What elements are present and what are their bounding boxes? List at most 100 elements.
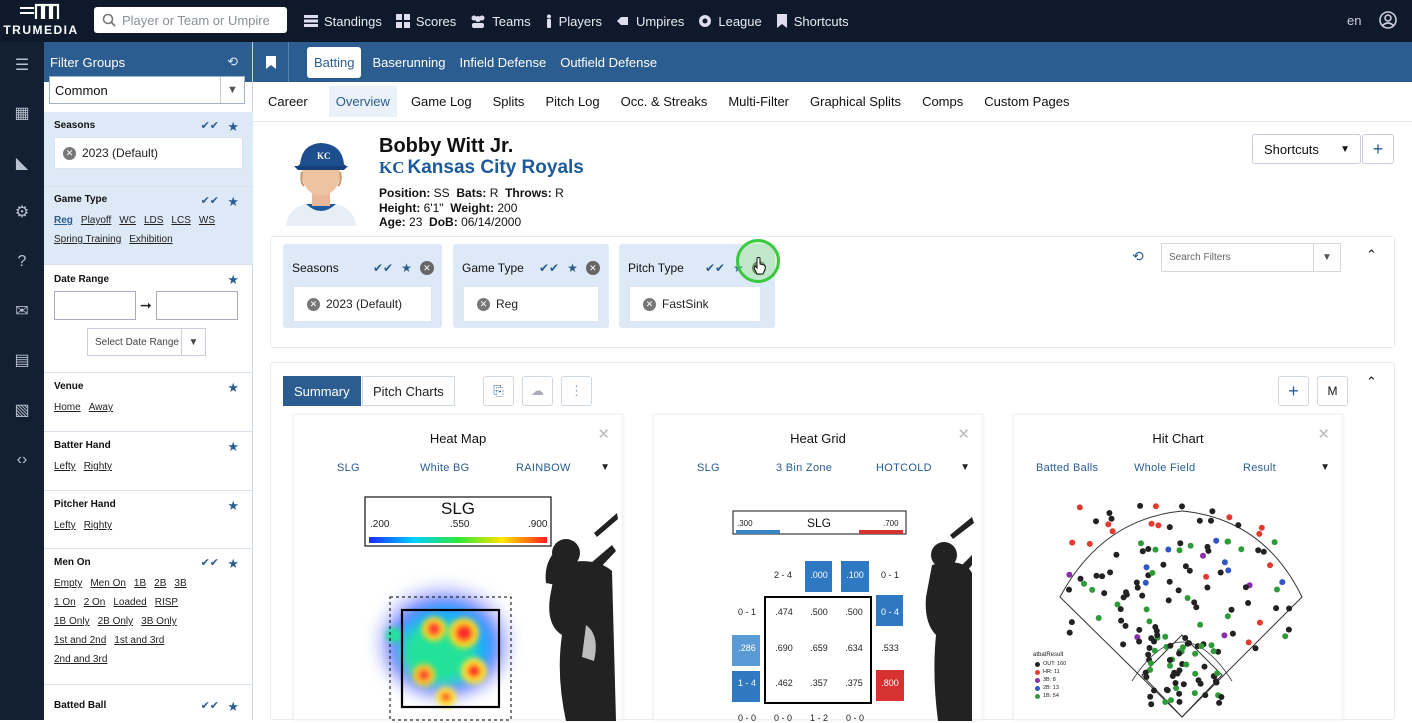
option-1-on[interactable]: 1 On [54, 597, 76, 608]
option-lds[interactable]: LDS [143, 215, 164, 226]
option-playoff[interactable]: Playoff [80, 215, 112, 226]
favorite-star-icon[interactable]: ★ [401, 261, 412, 275]
select-all-check-icon[interactable]: ✔✔ [200, 700, 219, 712]
select-all-check-icon[interactable]: ✔✔ [373, 261, 394, 275]
tab-custom-pages[interactable]: Custom Pages [984, 94, 1070, 109]
date-start-input[interactable] [54, 291, 136, 320]
nav-standings[interactable]: Standings [304, 14, 382, 29]
chevron-down-icon[interactable]: ▼ [600, 462, 610, 473]
nav-scores[interactable]: Scores [395, 14, 456, 29]
option-righty[interactable]: Righty [83, 461, 113, 472]
collapse-charts-icon[interactable]: ⌃ [1366, 374, 1377, 389]
tab-occ-streaks[interactable]: Occ. & Streaks [620, 94, 708, 109]
season-chip[interactable]: ✕ 2023 (Default) [63, 146, 158, 160]
tab-graphical-splits[interactable]: Graphical Splits [810, 94, 902, 109]
option-3b-only[interactable]: 3B Only [141, 616, 177, 627]
reset-history-icon[interactable]: ⟲ [227, 54, 238, 69]
settings-gear-icon[interactable]: ⚙ [14, 204, 30, 221]
favorite-star-icon[interactable]: ★ [227, 272, 239, 287]
nav-players[interactable]: Players [545, 14, 602, 29]
card-option-stat[interactable]: SLG [697, 462, 720, 474]
user-account-icon[interactable] [1378, 10, 1398, 30]
bookmark-icon[interactable] [253, 42, 289, 82]
copy-icon[interactable]: ⎘ [483, 376, 514, 406]
nav-shortcuts[interactable]: Shortcuts [776, 14, 849, 29]
card-option-palette[interactable]: RAINBOW [516, 462, 571, 474]
add-shortcut-button[interactable]: + [1362, 134, 1394, 164]
book-icon[interactable]: ▤ [14, 352, 30, 369]
nav-umpires[interactable]: Umpires [616, 14, 684, 29]
favorite-star-icon[interactable]: ★ [227, 439, 239, 454]
cloud-icon[interactable]: ☁ [522, 376, 553, 406]
option-risp[interactable]: RISP [154, 597, 179, 608]
tab-multi-filter[interactable]: Multi-Filter [728, 94, 790, 109]
favorite-star-icon[interactable]: ★ [567, 261, 578, 275]
code-icon[interactable]: ‹› [16, 451, 28, 468]
tab-pitch-charts[interactable]: Pitch Charts [362, 376, 455, 406]
card-option-palette[interactable]: HOTCOLD [876, 462, 932, 474]
mail-icon[interactable]: ✉ [15, 303, 29, 320]
card-option-background[interactable]: White BG [420, 462, 470, 474]
close-icon[interactable]: ✕ [597, 426, 610, 443]
option-men-on[interactable]: Men On [90, 578, 126, 589]
filter-group-select[interactable]: Common ▼ [49, 76, 245, 104]
option-1st-and-2nd[interactable]: 1st and 2nd [54, 635, 107, 646]
tab-career[interactable]: Career [268, 94, 308, 109]
filter-chip[interactable]: ✕ FastSink [643, 297, 709, 311]
favorite-star-icon[interactable]: ★ [227, 699, 239, 714]
image-gallery-icon[interactable]: ▧ [14, 402, 30, 419]
close-icon[interactable]: ✕ [1317, 426, 1330, 443]
option-wc[interactable]: WC [119, 215, 136, 226]
chevron-down-icon[interactable]: ▼ [960, 462, 970, 473]
tab-game-log[interactable]: Game Log [410, 94, 472, 109]
remove-chip-icon[interactable]: ✕ [63, 146, 76, 160]
favorite-star-icon[interactable]: ★ [227, 380, 239, 395]
option-empty[interactable]: Empty [54, 578, 83, 589]
nav-teams[interactable]: Teams [470, 14, 531, 29]
select-all-check-icon[interactable]: ✔✔ [705, 261, 726, 275]
option-righty[interactable]: Righty [83, 520, 113, 531]
search-filters-input[interactable]: Search Filters ▼ [1161, 243, 1341, 272]
option-exhibition[interactable]: Exhibition [129, 234, 173, 245]
stats-pages-icon[interactable]: ▦ [14, 105, 30, 122]
filter-chip[interactable]: ✕ 2023 (Default) [307, 297, 402, 311]
select-all-check-icon[interactable]: ✔✔ [200, 557, 219, 569]
charts-icon[interactable]: ◣ [15, 155, 29, 172]
tab-splits[interactable]: Splits [492, 94, 525, 109]
option-2nd-and-3rd[interactable]: 2nd and 3rd [54, 654, 108, 665]
select-all-check-icon[interactable]: ✔✔ [200, 195, 219, 207]
date-range-select[interactable]: Select Date Range ▼ [87, 328, 206, 356]
more-options-icon[interactable]: ⋮ [561, 376, 592, 406]
option-2-on[interactable]: 2 On [83, 597, 106, 608]
card-option-color-by[interactable]: Result [1243, 462, 1276, 474]
tab-summary[interactable]: Summary [283, 376, 361, 406]
m-button[interactable]: M [1317, 376, 1348, 406]
trumedia-logo[interactable]: TRUMEDIA [0, 0, 82, 42]
date-end-input[interactable] [155, 291, 238, 320]
close-icon[interactable]: ✕ [957, 426, 970, 443]
option-1b-only[interactable]: 1B Only [54, 616, 90, 627]
favorite-star-icon[interactable]: ★ [227, 556, 239, 571]
add-chart-button[interactable]: + [1278, 376, 1309, 406]
option-ws[interactable]: WS [198, 215, 215, 226]
remove-filter-icon[interactable]: ✕ [585, 261, 600, 275]
option-3b[interactable]: 3B [174, 578, 187, 589]
favorite-star-icon[interactable]: ★ [227, 498, 239, 513]
favorite-star-icon[interactable]: ★ [227, 119, 239, 134]
collapse-filters-icon[interactable]: ⌃ [1366, 247, 1377, 262]
filter-history-icon[interactable]: ⟲ [1132, 248, 1144, 264]
tab-pitch-log[interactable]: Pitch Log [545, 94, 600, 109]
option-away[interactable]: Away [88, 402, 113, 413]
filter-chip[interactable]: ✕ Reg [477, 297, 518, 311]
option-reg[interactable]: Reg [54, 215, 73, 226]
shortcuts-dropdown[interactable]: Shortcuts ▼ [1252, 134, 1361, 164]
chevron-down-icon[interactable]: ▼ [1320, 462, 1330, 473]
option-2b-only[interactable]: 2B Only [97, 616, 134, 627]
remove-filter-icon[interactable]: ✕ [419, 261, 434, 275]
filter-menu-icon[interactable]: ☰ [14, 57, 30, 74]
remove-chip-icon[interactable]: ✕ [307, 297, 320, 311]
tab-outfield-defense[interactable]: Outfield Defense [560, 54, 658, 70]
option-home[interactable]: Home [54, 402, 81, 413]
tab-baserunning[interactable]: Baserunning [372, 54, 446, 70]
global-search-input[interactable]: Player or Team or Umpire [94, 7, 287, 33]
